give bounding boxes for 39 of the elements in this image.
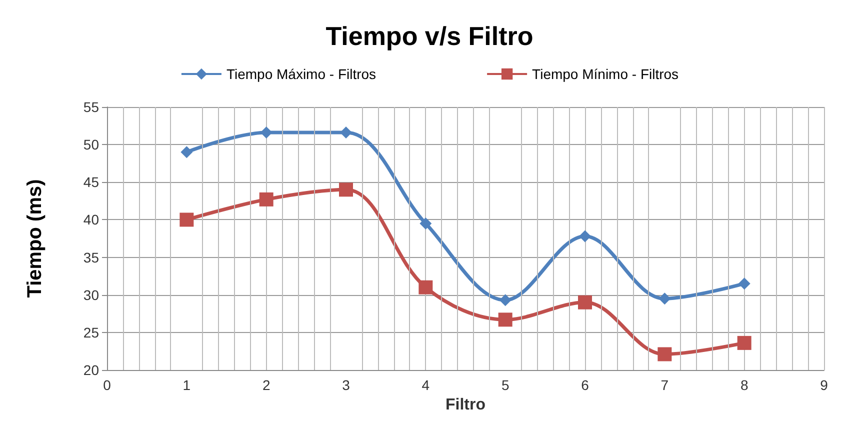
y-tick-label: 35	[83, 249, 100, 266]
point	[420, 217, 432, 230]
y-tick-label: 30	[83, 286, 100, 303]
point	[737, 336, 752, 350]
x-tick-label: 5	[501, 377, 510, 393]
legend-label: Tiempo Máximo - Filtros	[226, 66, 376, 82]
x-tick-label: 8	[740, 377, 748, 393]
x-tick-label: 4	[422, 377, 430, 393]
point	[499, 294, 512, 306]
y-tick-label: 20	[83, 362, 100, 378]
y-axis-title: Tiempo (ms)	[24, 179, 46, 298]
x-tick-label: 3	[342, 377, 350, 393]
x-tick-label: 1	[182, 377, 191, 393]
y-tick-label: 50	[83, 136, 100, 153]
point	[498, 312, 512, 327]
point	[260, 126, 272, 139]
y-tick-label: 55	[83, 99, 100, 115]
y-tick-label: 25	[83, 324, 100, 340]
point	[658, 347, 672, 362]
point	[418, 280, 433, 294]
chart-title: Tiempo v/s Filtro	[326, 21, 534, 51]
point	[180, 146, 193, 158]
point	[579, 230, 591, 242]
legend-label: Tiempo Mínimo - Filtros	[532, 66, 679, 82]
x-axis-title: Filtro	[446, 396, 486, 414]
x-tick-label: 6	[581, 377, 590, 393]
x-tick-label: 0	[103, 377, 112, 393]
x-tick-label: 7	[660, 377, 669, 393]
x-tick-label: 2	[262, 377, 270, 393]
point	[578, 295, 592, 310]
point	[340, 126, 352, 139]
point	[180, 212, 194, 227]
point	[658, 292, 671, 305]
x-tick-label: 9	[820, 377, 828, 393]
y-tick-label: 45	[83, 174, 100, 190]
point	[259, 192, 274, 206]
point	[738, 278, 750, 290]
point	[339, 182, 353, 197]
y-tick-label: 40	[83, 212, 100, 228]
